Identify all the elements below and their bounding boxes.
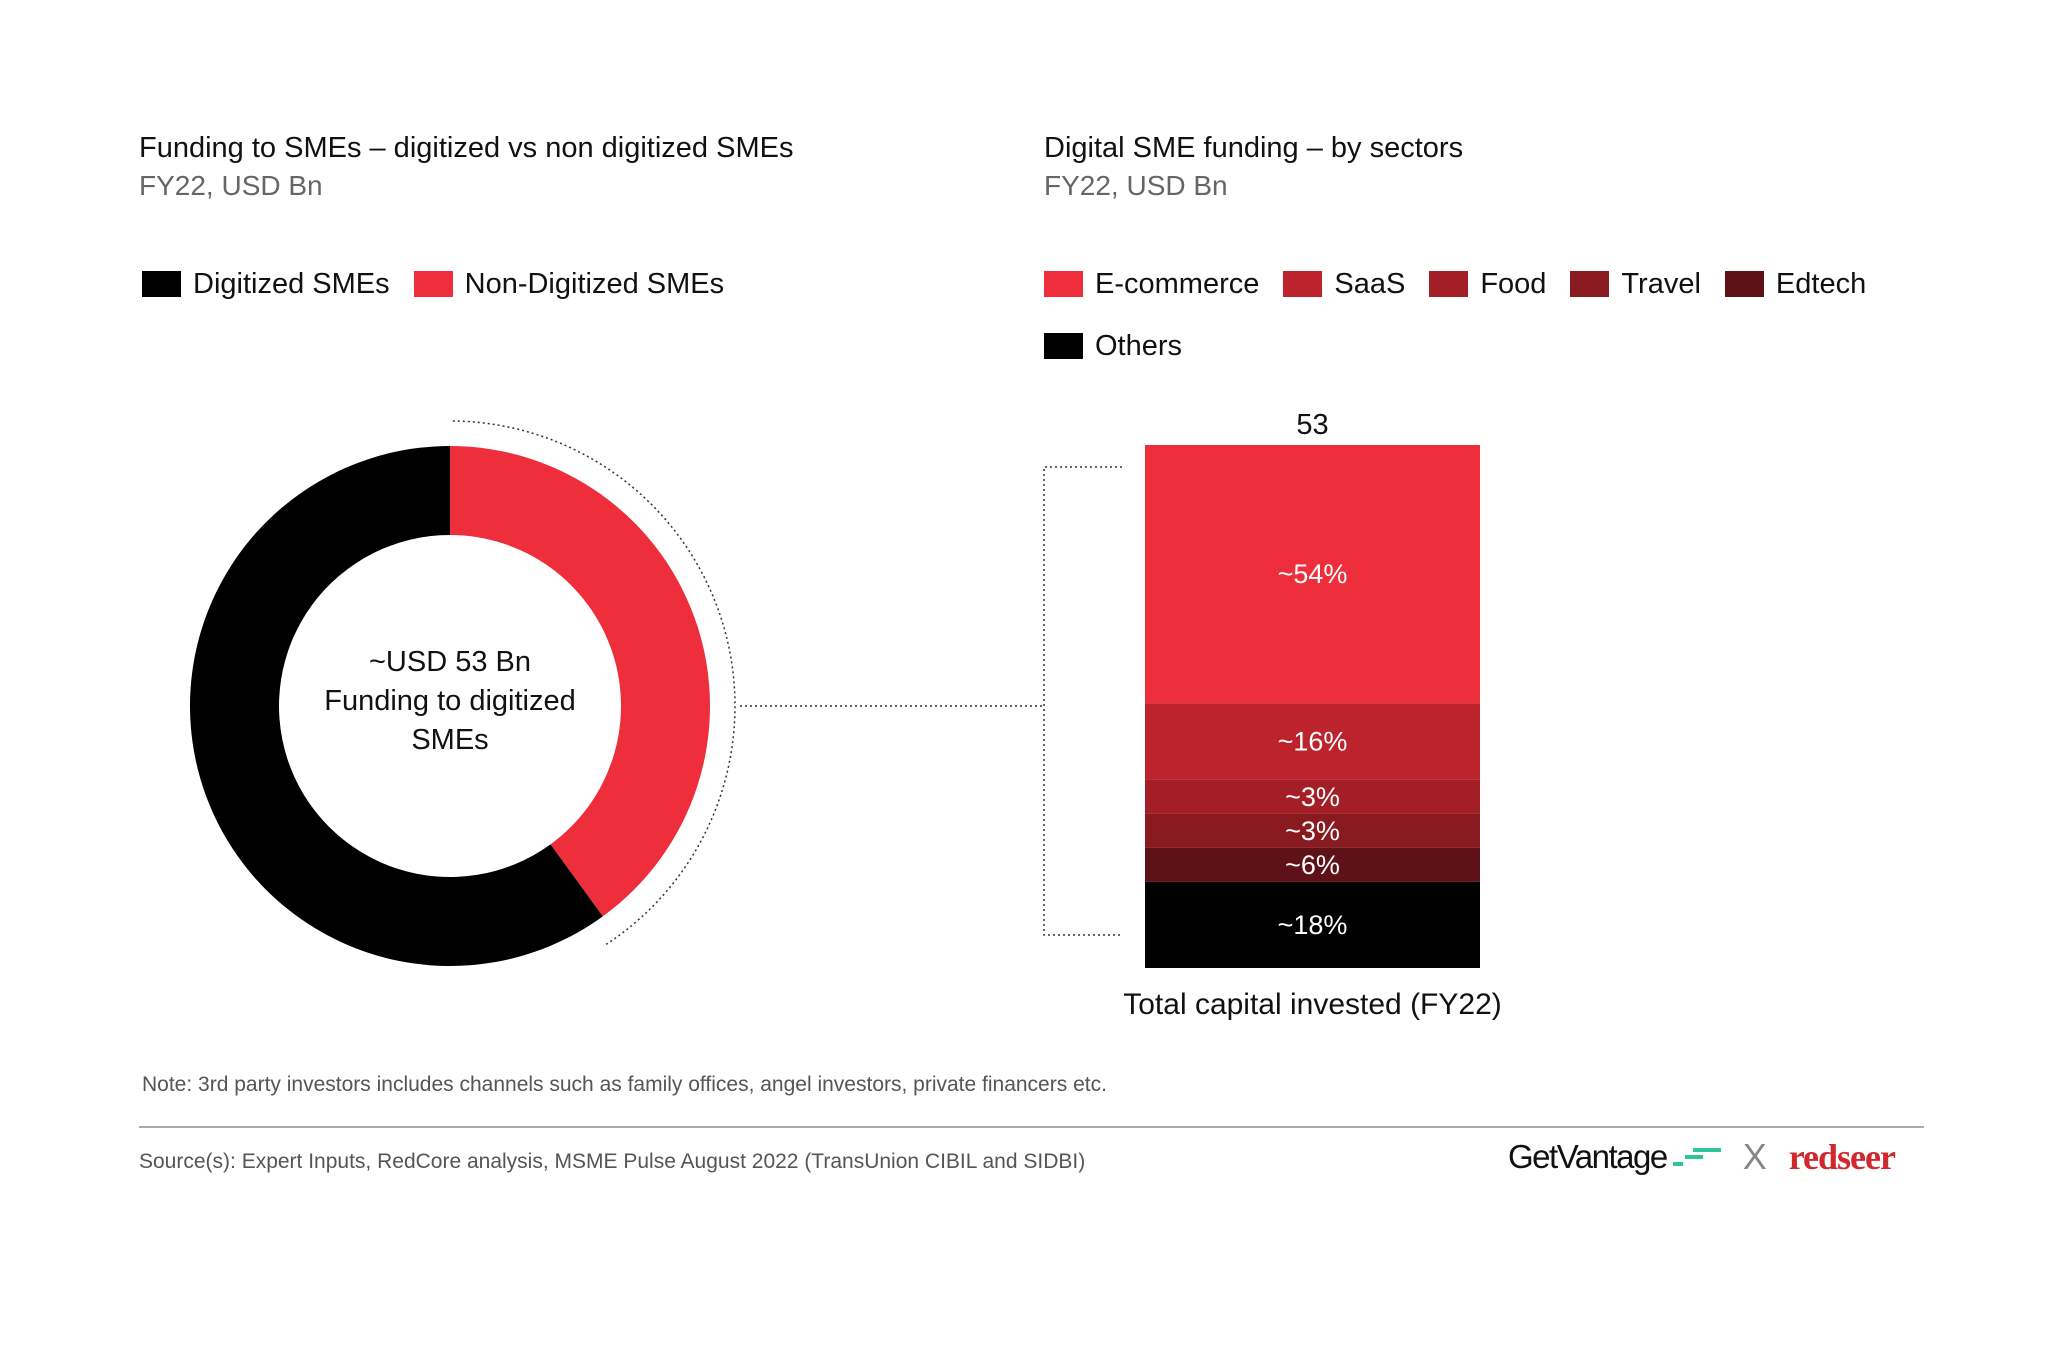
donut-center-line-2: Funding to digitized (324, 685, 576, 717)
donut-slice-digitized-smes (189, 445, 603, 966)
getvantage-logo: GetVantage (1508, 1138, 1668, 1175)
legend-label: E-commerce (1095, 267, 1260, 300)
legend-item-digitized: Digitized SMEs (142, 264, 390, 304)
left-legend: Digitized SMEs Non-Digitized SMEs (142, 264, 748, 326)
bar-segment-saas (1145, 703, 1480, 780)
partner-logos: GetVantage X redseer (1508, 1136, 1896, 1178)
bar-bracket (1043, 466, 1122, 936)
legend-label: Digitized SMEs (193, 267, 390, 300)
stacked-bar-chart: ~54% ~16% ~3% ~3% ~6% ~18% (1145, 445, 1480, 968)
bar-segment-label: ~6% (1285, 850, 1340, 880)
source-text: Source(s): Expert Inputs, RedCore analys… (139, 1150, 1086, 1173)
bar-segment-label: ~3% (1285, 782, 1340, 812)
bar-segment-edtech (1145, 847, 1480, 882)
bar-total-label: 53 (1296, 409, 1329, 441)
bar-segment-label: ~18% (1278, 910, 1348, 940)
legend-label: Non-Digitized SMEs (464, 267, 725, 300)
legend-item-food: Food (1429, 264, 1546, 304)
legend-item-travel: Travel (1570, 264, 1701, 304)
right-chart-title: Digital SME funding – by sectors (1044, 132, 1464, 164)
donut-slice-non-digitized-smes (450, 446, 710, 917)
legend-item-others: Others (1044, 326, 1182, 366)
legend-swatch (1429, 271, 1469, 297)
legend-swatch (1044, 333, 1083, 359)
redseer-logo: redseer (1788, 1137, 1896, 1177)
legend-item-ecommerce: E-commerce (1044, 264, 1259, 304)
right-legend: E-commerce SaaS Food Travel Edtech Other… (1044, 264, 2044, 388)
right-chart-subtitle: FY22, USD Bn (1044, 170, 1228, 201)
legend-label: Food (1480, 267, 1547, 300)
legend-swatch (1724, 271, 1764, 297)
bar-segment-travel (1145, 813, 1480, 848)
legend-swatch (1570, 271, 1610, 297)
footnote: Note: 3rd party investors includes chann… (142, 1073, 1107, 1096)
legend-swatch (142, 271, 181, 297)
bar-segment-others (1145, 881, 1480, 968)
footer-divider (139, 1126, 1924, 1128)
getvantage-bars-icon (1672, 1148, 1721, 1166)
legend-label: SaaS (1334, 267, 1406, 300)
legend-swatch (413, 271, 453, 297)
left-chart-title: Funding to SMEs – digitized vs non digit… (139, 132, 794, 164)
legend-label: Travel (1621, 267, 1701, 300)
bar-segment-label: ~16% (1278, 727, 1348, 757)
legend-item-edtech: Edtech (1724, 264, 1867, 304)
connector-lines (452, 420, 1122, 946)
logo-separator: X (1742, 1136, 1767, 1177)
bar-segment-e-commerce (1145, 445, 1480, 704)
legend-swatch (1044, 271, 1083, 297)
legend-item-saas: SaaS (1283, 264, 1405, 304)
legend-label: Edtech (1775, 267, 1867, 300)
legend-item-non-digitized: Non-Digitized SMEs (413, 264, 725, 304)
bar-segment-label: ~3% (1285, 816, 1340, 846)
bar-segment-label: ~54% (1278, 559, 1348, 589)
legend-swatch (1283, 271, 1323, 297)
bar-segment-food (1145, 779, 1480, 814)
bar-category-label: Total capital invested (FY22) (1123, 988, 1502, 1021)
donut-center-label: ~USD 53 Bn Funding to digitized SMEs (290, 643, 610, 760)
donut-highlight-arc (452, 420, 736, 946)
donut-center-line-3: SMEs (411, 724, 489, 756)
left-chart-subtitle: FY22, USD Bn (139, 170, 323, 201)
donut-center-line-1: ~USD 53 Bn (368, 646, 531, 678)
donut-chart (189, 445, 710, 966)
legend-label: Others (1095, 329, 1183, 362)
